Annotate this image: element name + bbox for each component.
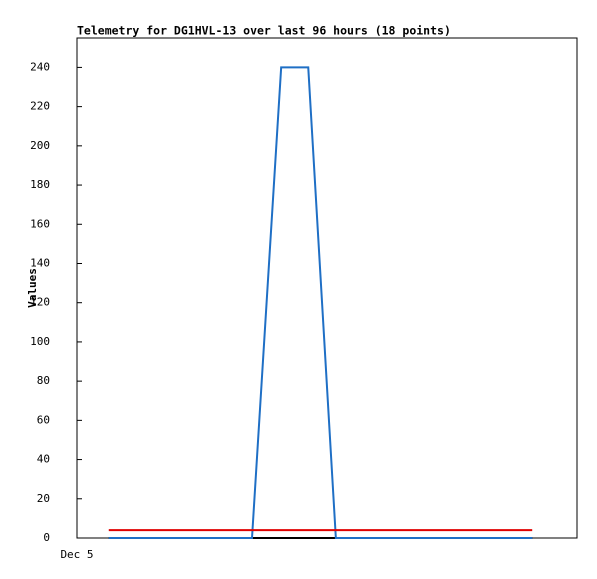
y-tick-label: 80 — [37, 374, 50, 387]
y-tick-label: 60 — [37, 413, 50, 426]
y-tick-label: 220 — [30, 100, 50, 113]
y-tick-label: 240 — [30, 60, 50, 73]
y-tick-label: 120 — [30, 296, 50, 309]
plot-frame — [76, 37, 578, 539]
series-line — [108, 66, 533, 539]
chart-title: Telemetry for DG1HVL-13 over last 96 hou… — [77, 24, 451, 38]
y-tick-label: 200 — [30, 139, 50, 152]
y-tick-label: 180 — [30, 178, 50, 191]
x-tick-label: Dec 5 — [60, 548, 93, 561]
y-tick-label: 160 — [30, 217, 50, 230]
y-tick-label: 40 — [37, 453, 50, 466]
y-tick-label: 140 — [30, 256, 50, 269]
y-tick-label: 0 — [43, 531, 50, 544]
y-axis-label: Values — [26, 268, 39, 308]
y-tick-label: 100 — [30, 335, 50, 348]
y-tick-label: 20 — [37, 492, 50, 505]
